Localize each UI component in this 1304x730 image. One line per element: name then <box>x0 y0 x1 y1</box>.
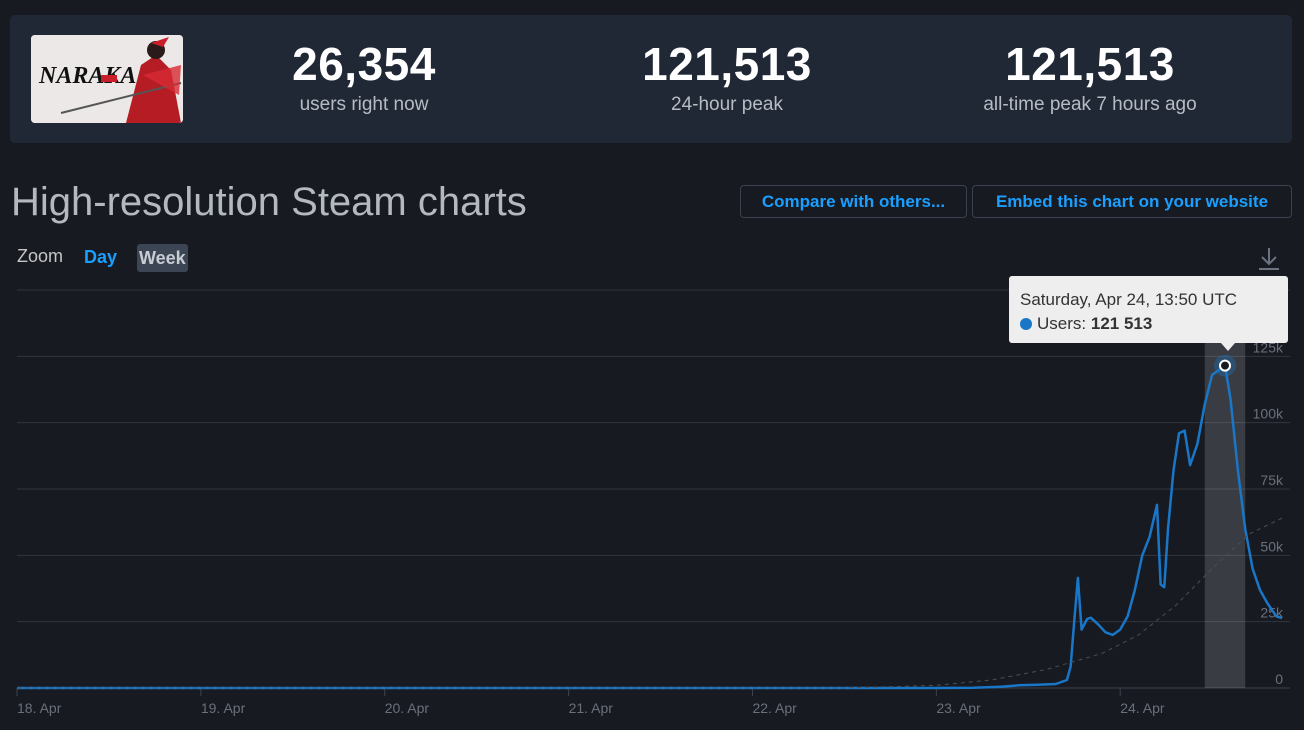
tooltip-date: Saturday, Apr 24, 13:50 UTC <box>1020 290 1238 309</box>
y-tick-label: 0 <box>1275 671 1283 687</box>
peak-24h-value: 121,513 <box>642 38 812 90</box>
x-tick-label: 19. Apr <box>201 700 246 716</box>
stat-current-users: 26,354 users right now <box>204 35 524 117</box>
game-thumbnail[interactable]: NARAKA <box>31 35 183 123</box>
game-logo-image: NARAKA <box>31 35 183 123</box>
tooltip-arrow <box>1221 343 1235 351</box>
compare-button[interactable]: Compare with others... <box>740 185 967 218</box>
peak-point <box>1219 359 1232 372</box>
stat-alltime-peak: 121,513 all-time peak 7 hours ago <box>930 35 1250 117</box>
x-tick-label: 23. Apr <box>936 700 981 716</box>
stats-panel: NARAKA 26,354 users right now 121,513 24… <box>10 15 1292 143</box>
y-tick-label: 100k <box>1253 406 1284 422</box>
y-tick-label: 125k <box>1253 339 1284 355</box>
embed-button[interactable]: Embed this chart on your website <box>972 185 1292 218</box>
page-title: High-resolution Steam charts <box>11 180 527 224</box>
chart-tooltip: Saturday, Apr 24, 13:50 UTC Users: 121 5… <box>1009 276 1288 343</box>
x-tick-label: 18. Apr <box>17 700 62 716</box>
y-tick-label: 50k <box>1260 538 1284 554</box>
zoom-day-button[interactable]: Day <box>84 247 118 267</box>
stat-24h-peak: 121,513 24-hour peak <box>567 35 887 117</box>
current-users-label: users right now <box>299 94 429 115</box>
dashed-trend-line <box>17 517 1283 689</box>
series-lines <box>17 364 1283 690</box>
peak-marker <box>1214 354 1237 377</box>
download-icon[interactable] <box>1256 246 1282 272</box>
tooltip-series-row: Users: 121 513 <box>1020 312 1288 336</box>
tooltip-series-name: Users <box>1037 314 1082 333</box>
x-axis-labels: 18. Apr 19. Apr 20. Apr 21. Apr 22. Apr 23. A… <box>17 700 1165 716</box>
x-tick-label: 24. Apr <box>1120 700 1165 716</box>
grid-lines <box>16 289 1290 696</box>
current-users-value: 26,354 <box>292 38 436 90</box>
tooltip-value: 121 513 <box>1090 314 1153 333</box>
alltime-peak-value: 121,513 <box>1005 38 1175 90</box>
x-tick-label: 21. Apr <box>569 700 614 716</box>
zoom-label: Zoom <box>17 246 64 266</box>
alltime-peak-label: all-time peak 7 hours ago <box>983 94 1197 115</box>
svg-text:NARAKA: NARAKA <box>38 63 136 89</box>
users-series-line <box>17 364 1283 690</box>
zoom-week-button[interactable]: Week <box>137 244 188 272</box>
y-tick-label: 75k <box>1260 472 1284 488</box>
series-dot-icon <box>1020 318 1032 330</box>
x-tick-label: 22. Apr <box>752 700 797 716</box>
peak-24h-label: 24-hour peak <box>671 94 783 115</box>
x-tick-label: 20. Apr <box>385 700 430 716</box>
